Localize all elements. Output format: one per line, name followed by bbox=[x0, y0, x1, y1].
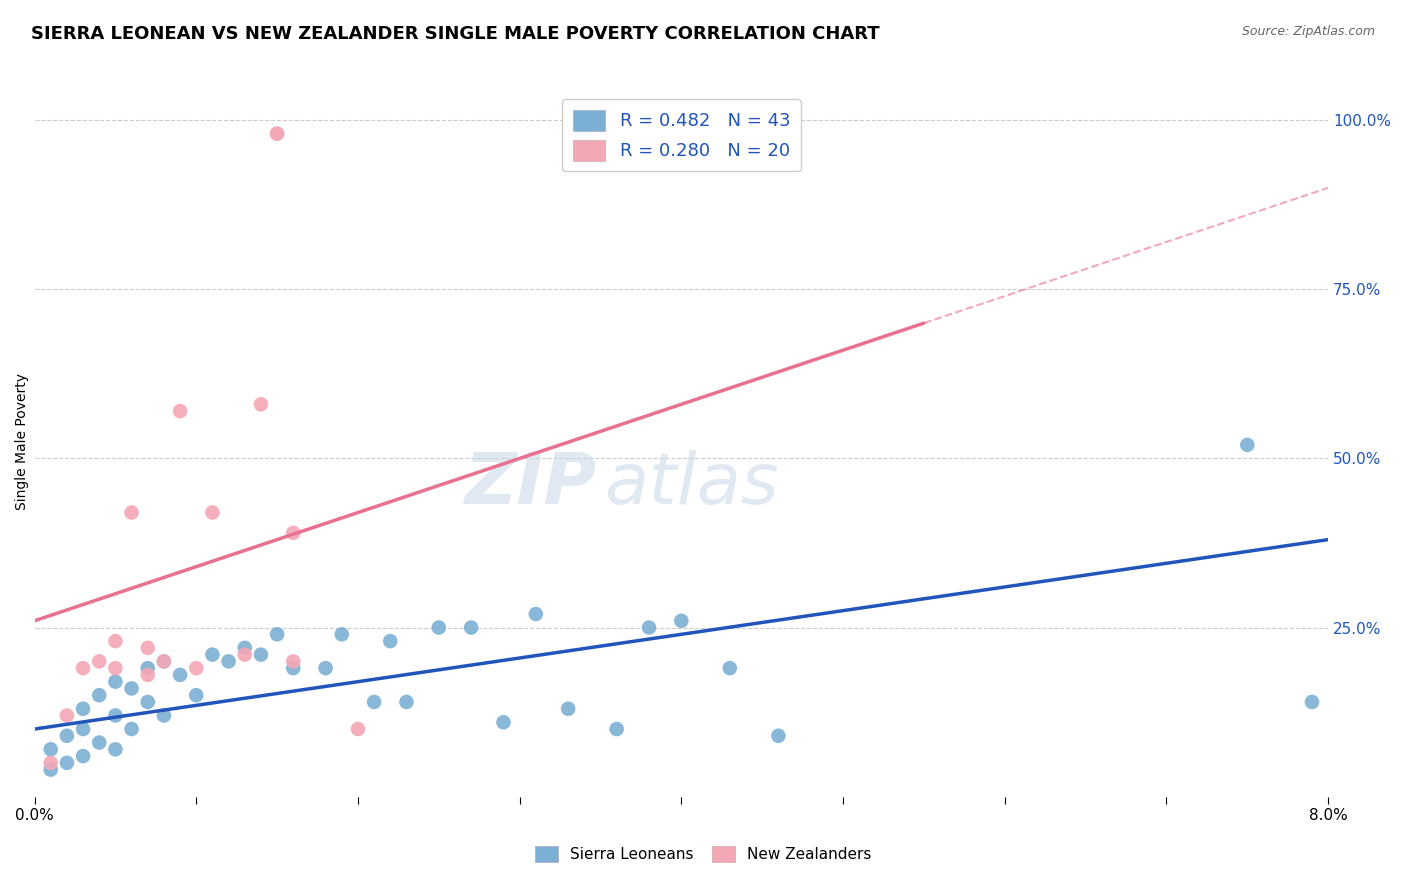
Point bbox=[72, 722, 94, 736]
Point bbox=[89, 688, 111, 702]
Point bbox=[266, 627, 288, 641]
Point bbox=[427, 621, 450, 635]
Point bbox=[136, 640, 159, 655]
Point bbox=[492, 715, 515, 730]
Point bbox=[557, 702, 579, 716]
Point bbox=[524, 607, 547, 621]
Point bbox=[638, 621, 661, 635]
Point bbox=[89, 735, 111, 749]
Point bbox=[218, 654, 240, 668]
Point bbox=[186, 661, 208, 675]
Point bbox=[169, 668, 191, 682]
Point bbox=[121, 681, 143, 696]
Point bbox=[104, 708, 127, 723]
Point bbox=[104, 661, 127, 675]
Point bbox=[1236, 438, 1258, 452]
Legend: Sierra Leoneans, New Zealanders: Sierra Leoneans, New Zealanders bbox=[529, 840, 877, 868]
Point bbox=[380, 634, 402, 648]
Point bbox=[315, 661, 337, 675]
Text: SIERRA LEONEAN VS NEW ZEALANDER SINGLE MALE POVERTY CORRELATION CHART: SIERRA LEONEAN VS NEW ZEALANDER SINGLE M… bbox=[31, 25, 880, 43]
Point bbox=[153, 708, 176, 723]
Point bbox=[56, 708, 79, 723]
Point bbox=[104, 674, 127, 689]
Point bbox=[39, 742, 62, 756]
Point bbox=[136, 661, 159, 675]
Legend: R = 0.482   N = 43, R = 0.280   N = 20: R = 0.482 N = 43, R = 0.280 N = 20 bbox=[562, 99, 801, 171]
Point bbox=[72, 661, 94, 675]
Point bbox=[283, 661, 305, 675]
Point bbox=[395, 695, 418, 709]
Point bbox=[330, 627, 353, 641]
Text: Source: ZipAtlas.com: Source: ZipAtlas.com bbox=[1241, 25, 1375, 38]
Point bbox=[104, 742, 127, 756]
Point bbox=[56, 756, 79, 770]
Point bbox=[460, 621, 482, 635]
Point bbox=[169, 404, 191, 418]
Point bbox=[266, 127, 288, 141]
Point bbox=[347, 722, 370, 736]
Point bbox=[72, 702, 94, 716]
Point bbox=[39, 756, 62, 770]
Point bbox=[606, 722, 628, 736]
Point bbox=[768, 729, 790, 743]
Point bbox=[283, 654, 305, 668]
Point bbox=[283, 525, 305, 540]
Point bbox=[250, 397, 273, 411]
Point bbox=[671, 614, 693, 628]
Point bbox=[201, 648, 224, 662]
Point bbox=[136, 695, 159, 709]
Point bbox=[72, 749, 94, 764]
Point bbox=[266, 127, 288, 141]
Point bbox=[153, 654, 176, 668]
Point bbox=[201, 506, 224, 520]
Point bbox=[186, 688, 208, 702]
Text: ZIP: ZIP bbox=[465, 450, 598, 518]
Point bbox=[121, 506, 143, 520]
Point bbox=[233, 640, 256, 655]
Point bbox=[1301, 695, 1323, 709]
Point bbox=[250, 648, 273, 662]
Point bbox=[136, 668, 159, 682]
Point bbox=[153, 654, 176, 668]
Point bbox=[718, 661, 741, 675]
Point bbox=[39, 763, 62, 777]
Y-axis label: Single Male Poverty: Single Male Poverty bbox=[15, 373, 30, 510]
Point bbox=[89, 654, 111, 668]
Point bbox=[104, 634, 127, 648]
Point bbox=[121, 722, 143, 736]
Text: atlas: atlas bbox=[603, 450, 779, 518]
Point bbox=[363, 695, 385, 709]
Point bbox=[233, 648, 256, 662]
Point bbox=[56, 729, 79, 743]
